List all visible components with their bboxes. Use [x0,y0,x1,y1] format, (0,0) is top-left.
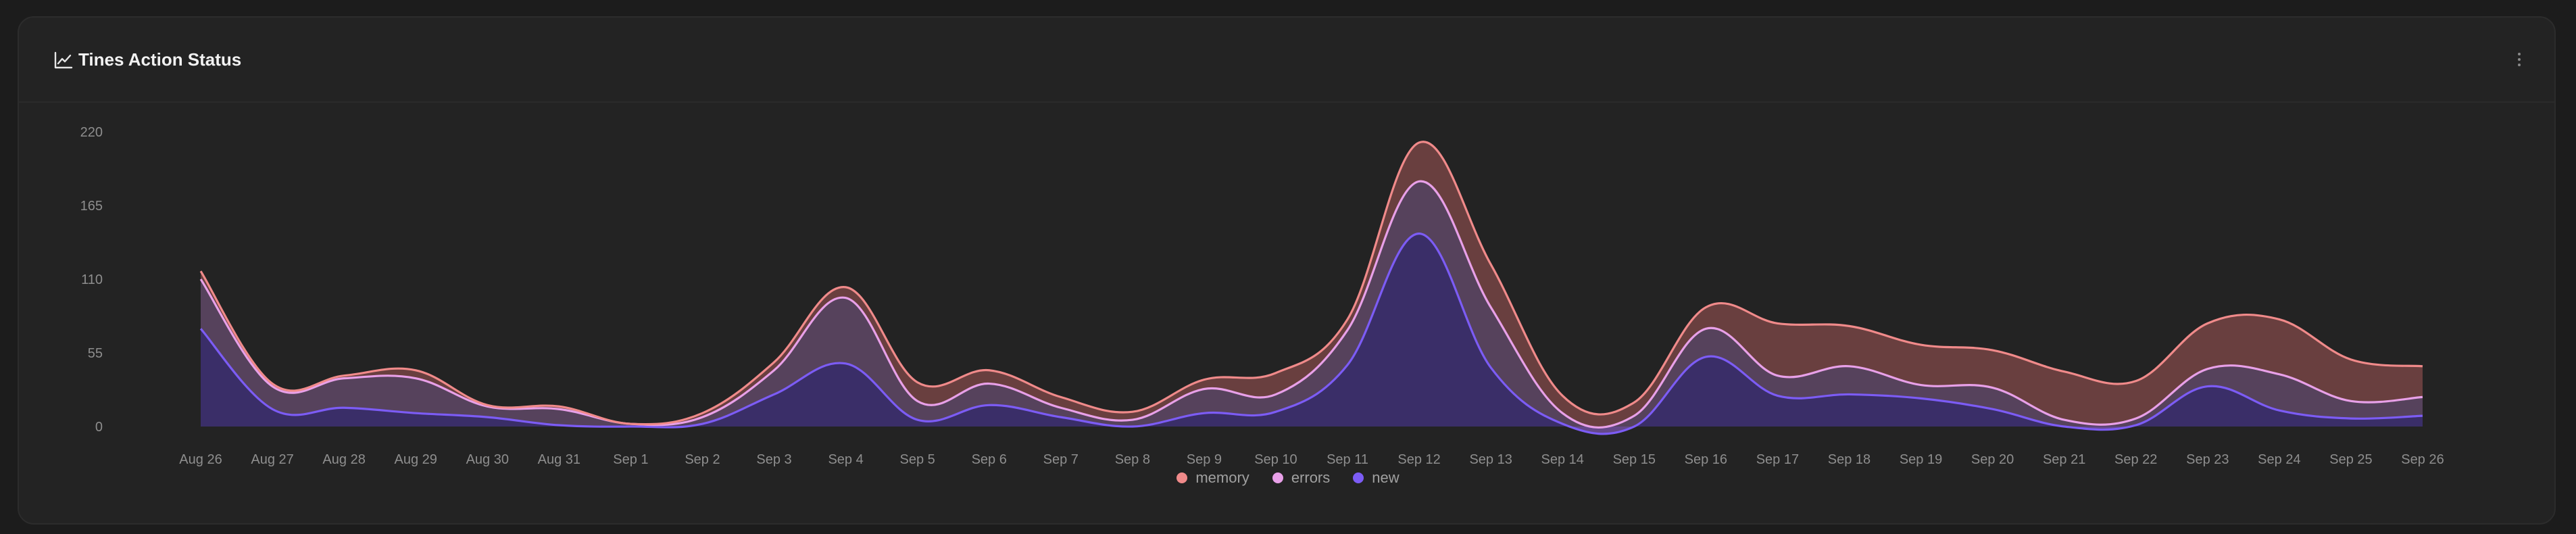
x-tick-label: Aug 30 [466,452,509,466]
x-tick-label: Sep 23 [2186,452,2229,466]
x-tick-label: Aug 28 [322,452,365,466]
legend-label: errors [1291,469,1331,486]
line-chart-icon [54,51,73,69]
series-line-new [199,233,2423,435]
x-tick-label: Sep 10 [1254,452,1297,466]
x-tick-label: Sep 14 [1541,452,1584,466]
x-tick-label: Sep 25 [2329,452,2372,466]
x-tick-label: Sep 17 [1756,452,1799,466]
y-tick-label: 110 [81,272,103,287]
card-header: Tines Action Status [19,18,2554,103]
legend-dot-new [1353,472,1364,483]
x-tick-label: Sep 20 [1971,452,2014,466]
x-tick-label: Sep 11 [1327,452,1368,466]
x-tick-label: Aug 29 [394,452,437,466]
more-vertical-icon [2518,53,2521,55]
x-tick-label: Sep 9 [1187,452,1222,466]
legend-dot-errors [1272,472,1283,483]
x-tick-label: Sep 3 [756,452,791,466]
chart-card: Tines Action Status [18,16,2556,525]
x-tick-label: Sep 19 [1900,452,1942,466]
x-tick-label: Sep 12 [1397,452,1440,466]
x-tick-label: Sep 21 [2043,452,2085,466]
x-tick-label: Sep 5 [900,452,935,466]
y-tick-label: 55 [88,346,103,361]
x-tick-label: Sep 4 [828,452,863,466]
chart-legend: memory errors new [0,469,2576,487]
x-tick-label: Aug 27 [251,452,293,466]
series-line-errors [199,180,2423,429]
x-tick-label: Sep 1 [613,452,648,466]
x-tick-label: Sep 7 [1043,452,1079,466]
legend-item-memory[interactable]: memory [1176,469,1249,487]
x-tick-label: Aug 31 [538,452,580,466]
y-tick-label: 165 [80,199,103,214]
x-tick-label: Sep 26 [2401,452,2444,466]
card-title: Tines Action Status [78,49,242,70]
series-area-memory [201,141,2423,428]
more-options-button[interactable] [2510,47,2529,72]
x-tick-label: Sep 22 [2114,452,2157,466]
series-line-memory [199,141,2423,426]
x-tick-label: Sep 16 [1685,452,1727,466]
x-tick-label: Sep 6 [972,452,1007,466]
legend-label: new [1372,469,1400,486]
x-tick-label: Sep 13 [1469,452,1512,466]
y-tick-label: 0 [95,420,103,435]
legend-label: memory [1195,469,1249,486]
x-tick-label: Sep 2 [685,452,720,466]
legend-item-new[interactable]: new [1353,469,1400,487]
x-tick-label: Sep 24 [2258,452,2300,466]
stacked-area-chart: 0 55 110 165 220 Aug 26 Aug 27 Aug 28 Aug 29 Aug … [80,125,2444,466]
x-tick-label: Sep 15 [1613,452,1656,466]
x-tick-label: Aug 26 [179,452,222,466]
legend-dot-memory [1176,472,1188,483]
x-tick-label: Sep 18 [1828,452,1871,466]
series-area-errors [201,181,2423,434]
x-tick-label: Sep 8 [1115,452,1150,466]
y-tick-label: 220 [80,125,103,140]
legend-item-errors[interactable]: errors [1272,469,1330,487]
